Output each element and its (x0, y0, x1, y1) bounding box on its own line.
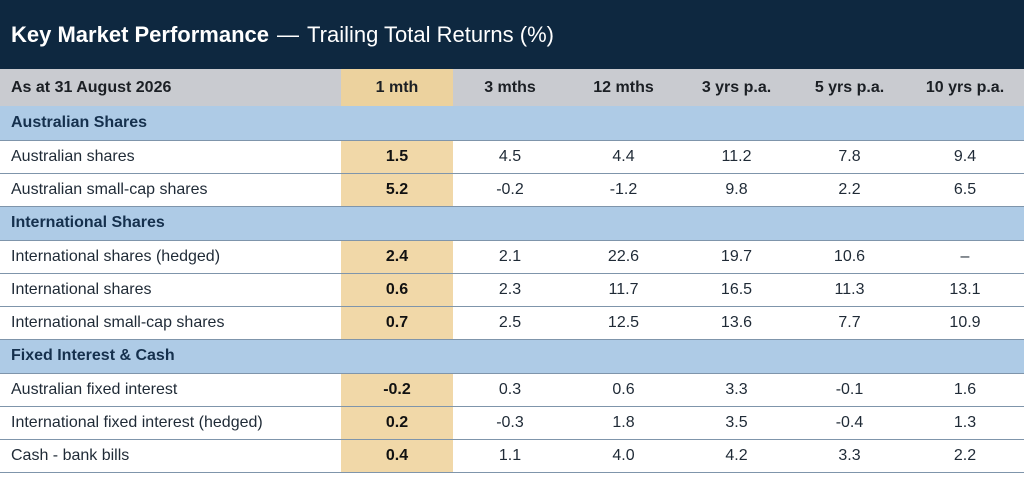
cell-value: 9.4 (906, 140, 1024, 174)
section-title: Fixed Interest & Cash (0, 339, 1024, 374)
cell-value: 4.0 (567, 439, 680, 473)
cell-value: 13.1 (906, 273, 1024, 307)
cell-value: 3.3 (793, 439, 906, 473)
row-label: Cash - bank bills (0, 439, 341, 473)
title-separator: — (277, 21, 300, 47)
cell-value: – (906, 240, 1024, 274)
section-title: International Shares (0, 206, 1024, 241)
cell-value: 11.2 (680, 140, 793, 174)
row-label: International fixed interest (hedged) (0, 406, 341, 440)
cell-value: 10.9 (906, 306, 1024, 340)
cell-value: 0.3 (453, 373, 567, 407)
cell-value: 2.5 (453, 306, 567, 340)
header-10-yrs: 10 yrs p.a. (906, 69, 1024, 106)
cell-value: 2.2 (793, 173, 906, 207)
table-body: Australian Shares Australian shares 1.5 4.5… (0, 106, 1024, 473)
header-1-mth: 1 mth (341, 69, 453, 106)
cell-value: -0.1 (793, 373, 906, 407)
cell-value: 2.2 (906, 439, 1024, 473)
cell-value: 1.8 (567, 406, 680, 440)
cell-value: 7.7 (793, 306, 906, 340)
cell-value: 0.7 (341, 306, 453, 340)
cell-value: 1.6 (906, 373, 1024, 407)
table-row: Australian fixed interest -0.2 0.3 0.6 3.3 -0… (0, 373, 1024, 407)
table-row: International small-cap shares 0.7 2.5 12.5… (0, 306, 1024, 340)
cell-value: -0.4 (793, 406, 906, 440)
cell-value: 0.6 (567, 373, 680, 407)
cell-value: 2.4 (341, 240, 453, 274)
table-row: International shares 0.6 2.3 11.7 16.5 11.3 13… (0, 273, 1024, 307)
cell-value: 0.6 (341, 273, 453, 307)
cell-value: -1.2 (567, 173, 680, 207)
cell-value: 4.4 (567, 140, 680, 174)
cell-value: 7.8 (793, 140, 906, 174)
section-row: International Shares (0, 206, 1024, 241)
cell-value: 9.8 (680, 173, 793, 207)
cell-value: 19.7 (680, 240, 793, 274)
table-row: International fixed interest (hedged) 0.2… (0, 406, 1024, 440)
cell-value: 0.4 (341, 439, 453, 473)
cell-value: 3.3 (680, 373, 793, 407)
cell-value: 1.3 (906, 406, 1024, 440)
title-main: Key Market Performance (11, 21, 270, 47)
row-label: International shares (0, 273, 341, 307)
cell-value: 13.6 (680, 306, 793, 340)
row-label: International small-cap shares (0, 306, 341, 340)
cell-value: 11.7 (567, 273, 680, 307)
cell-value: 1.5 (341, 140, 453, 174)
cell-value: -0.2 (453, 173, 567, 207)
cell-value: 2.3 (453, 273, 567, 307)
cell-value: 22.6 (567, 240, 680, 274)
cell-value: -0.3 (453, 406, 567, 440)
cell-value: 4.5 (453, 140, 567, 174)
table-title: Key Market Performance — Trailing Total … (0, 0, 1024, 69)
header-12-mths: 12 mths (567, 69, 680, 106)
row-label: Australian small-cap shares (0, 173, 341, 207)
section-row: Australian Shares (0, 106, 1024, 141)
table-row: International shares (hedged) 2.4 2.1 22.6 1… (0, 240, 1024, 274)
table-row: Australian small-cap shares 5.2 -0.2 -1.2 9.… (0, 173, 1024, 207)
cell-value: 2.1 (453, 240, 567, 274)
cell-value: 12.5 (567, 306, 680, 340)
section-row: Fixed Interest & Cash (0, 339, 1024, 374)
cell-value: 16.5 (680, 273, 793, 307)
returns-table: As at 31 August 2026 1 mth 3 mths 12 mth… (0, 69, 1024, 473)
title-subtitle: Trailing Total Returns (%) (307, 21, 554, 47)
section-title: Australian Shares (0, 106, 1024, 141)
row-label: International shares (hedged) (0, 240, 341, 274)
cell-value: 0.2 (341, 406, 453, 440)
table-header: As at 31 August 2026 1 mth 3 mths 12 mth… (0, 69, 1024, 106)
cell-value: 3.5 (680, 406, 793, 440)
table-row: Australian shares 1.5 4.5 4.4 11.2 7.8 9.4 (0, 140, 1024, 174)
row-label: Australian fixed interest (0, 373, 341, 407)
header-3-yrs: 3 yrs p.a. (680, 69, 793, 106)
cell-value: 10.6 (793, 240, 906, 274)
cell-value: 6.5 (906, 173, 1024, 207)
table-row: Cash - bank bills 0.4 1.1 4.0 4.2 3.3 2.2 (0, 439, 1024, 473)
cell-value: 11.3 (793, 273, 906, 307)
header-5-yrs: 5 yrs p.a. (793, 69, 906, 106)
header-as-at: As at 31 August 2026 (0, 69, 341, 106)
cell-value: 1.1 (453, 439, 567, 473)
cell-value: 4.2 (680, 439, 793, 473)
header-row: As at 31 August 2026 1 mth 3 mths 12 mth… (0, 69, 1024, 106)
header-3-mths: 3 mths (453, 69, 567, 106)
cell-value: -0.2 (341, 373, 453, 407)
row-label: Australian shares (0, 140, 341, 174)
cell-value: 5.2 (341, 173, 453, 207)
